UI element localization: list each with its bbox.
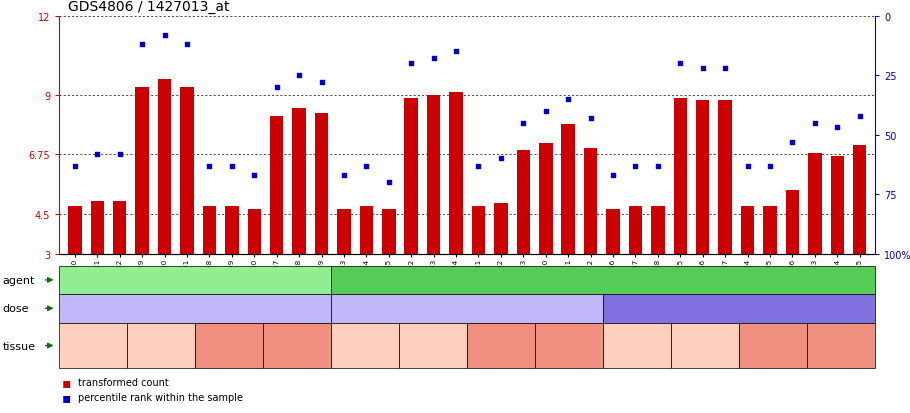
Bar [180,88,194,254]
Bar [629,206,642,254]
Text: percentile rank within the sample: percentile rank within the sample [78,392,243,402]
Text: dose: dose [3,304,29,313]
Bar [785,191,799,254]
Point [90,151,105,157]
Text: skeletal
muscle: skeletal muscle [551,335,588,356]
Point [359,163,374,169]
Text: PPM-201: PPM-201 [582,275,624,285]
Point [381,179,396,186]
Point [718,65,733,72]
Point [583,115,598,122]
Bar [673,98,687,254]
Point [179,42,194,48]
Bar [338,209,350,254]
Text: control: control [178,304,212,313]
Bar [136,88,149,254]
Text: 6 mg/kg: 6 mg/kg [448,304,487,313]
Point [404,61,419,67]
Text: 20 mg/kg: 20 mg/kg [716,304,763,313]
Point [427,56,441,62]
Point [785,139,800,146]
Bar [248,209,261,254]
Bar [203,206,216,254]
Point [741,163,755,169]
Bar [584,148,597,254]
Point [673,61,688,67]
Bar [606,209,620,254]
Point [539,108,553,115]
Bar [450,93,463,254]
Text: kidney: kidney [417,341,450,351]
Bar [718,101,732,254]
Bar [741,206,754,254]
Bar [68,206,82,254]
Bar [315,114,329,254]
Text: agent: agent [3,275,35,285]
Point [247,172,261,179]
Bar [404,98,418,254]
Bar [292,109,306,254]
Point [606,172,621,179]
Point [225,163,239,169]
Point [67,163,82,169]
Point [628,163,642,169]
Text: liver: liver [490,341,512,351]
Bar [517,151,530,254]
Bar [113,201,126,254]
Point [807,120,822,127]
Point [202,163,217,169]
Text: skeletal
muscle: skeletal muscle [823,335,860,356]
Text: heart: heart [80,341,106,351]
Point [561,96,575,103]
Bar [471,206,485,254]
Text: ▪: ▪ [62,375,71,389]
Text: transformed count: transformed count [78,377,169,387]
Text: heart: heart [624,341,651,351]
Text: vehicle: vehicle [177,275,213,285]
Bar [270,117,283,254]
Bar [382,209,396,254]
Bar [157,80,171,254]
Bar [763,206,777,254]
Text: liver: liver [763,341,784,351]
Text: kidney: kidney [689,341,722,351]
Point [113,151,127,157]
Bar [831,157,844,254]
Point [493,156,508,162]
Point [471,163,486,169]
Bar [853,146,866,254]
Text: GDS4806 / 1427013_at: GDS4806 / 1427013_at [68,0,229,14]
Point [135,42,149,48]
Bar [652,206,664,254]
Text: kidney: kidney [145,341,177,351]
Bar [90,201,104,254]
Bar [539,143,552,254]
Point [830,125,844,131]
Point [695,65,710,72]
Point [651,163,665,169]
Point [269,84,284,91]
Text: liver: liver [218,341,240,351]
Point [853,113,867,120]
Point [449,49,463,55]
Text: ▪: ▪ [62,390,71,404]
Text: heart: heart [352,341,379,351]
Point [314,80,329,86]
Point [516,120,531,127]
Bar [427,96,440,254]
Text: skeletal
muscle: skeletal muscle [278,335,316,356]
Bar [808,154,822,254]
Bar [225,206,238,254]
Point [763,163,777,169]
Bar [696,101,710,254]
Point [292,73,307,79]
Bar [494,204,508,254]
Text: tissue: tissue [3,341,35,351]
Point [337,172,351,179]
Bar [561,125,575,254]
Bar [359,206,373,254]
Point [157,32,172,39]
